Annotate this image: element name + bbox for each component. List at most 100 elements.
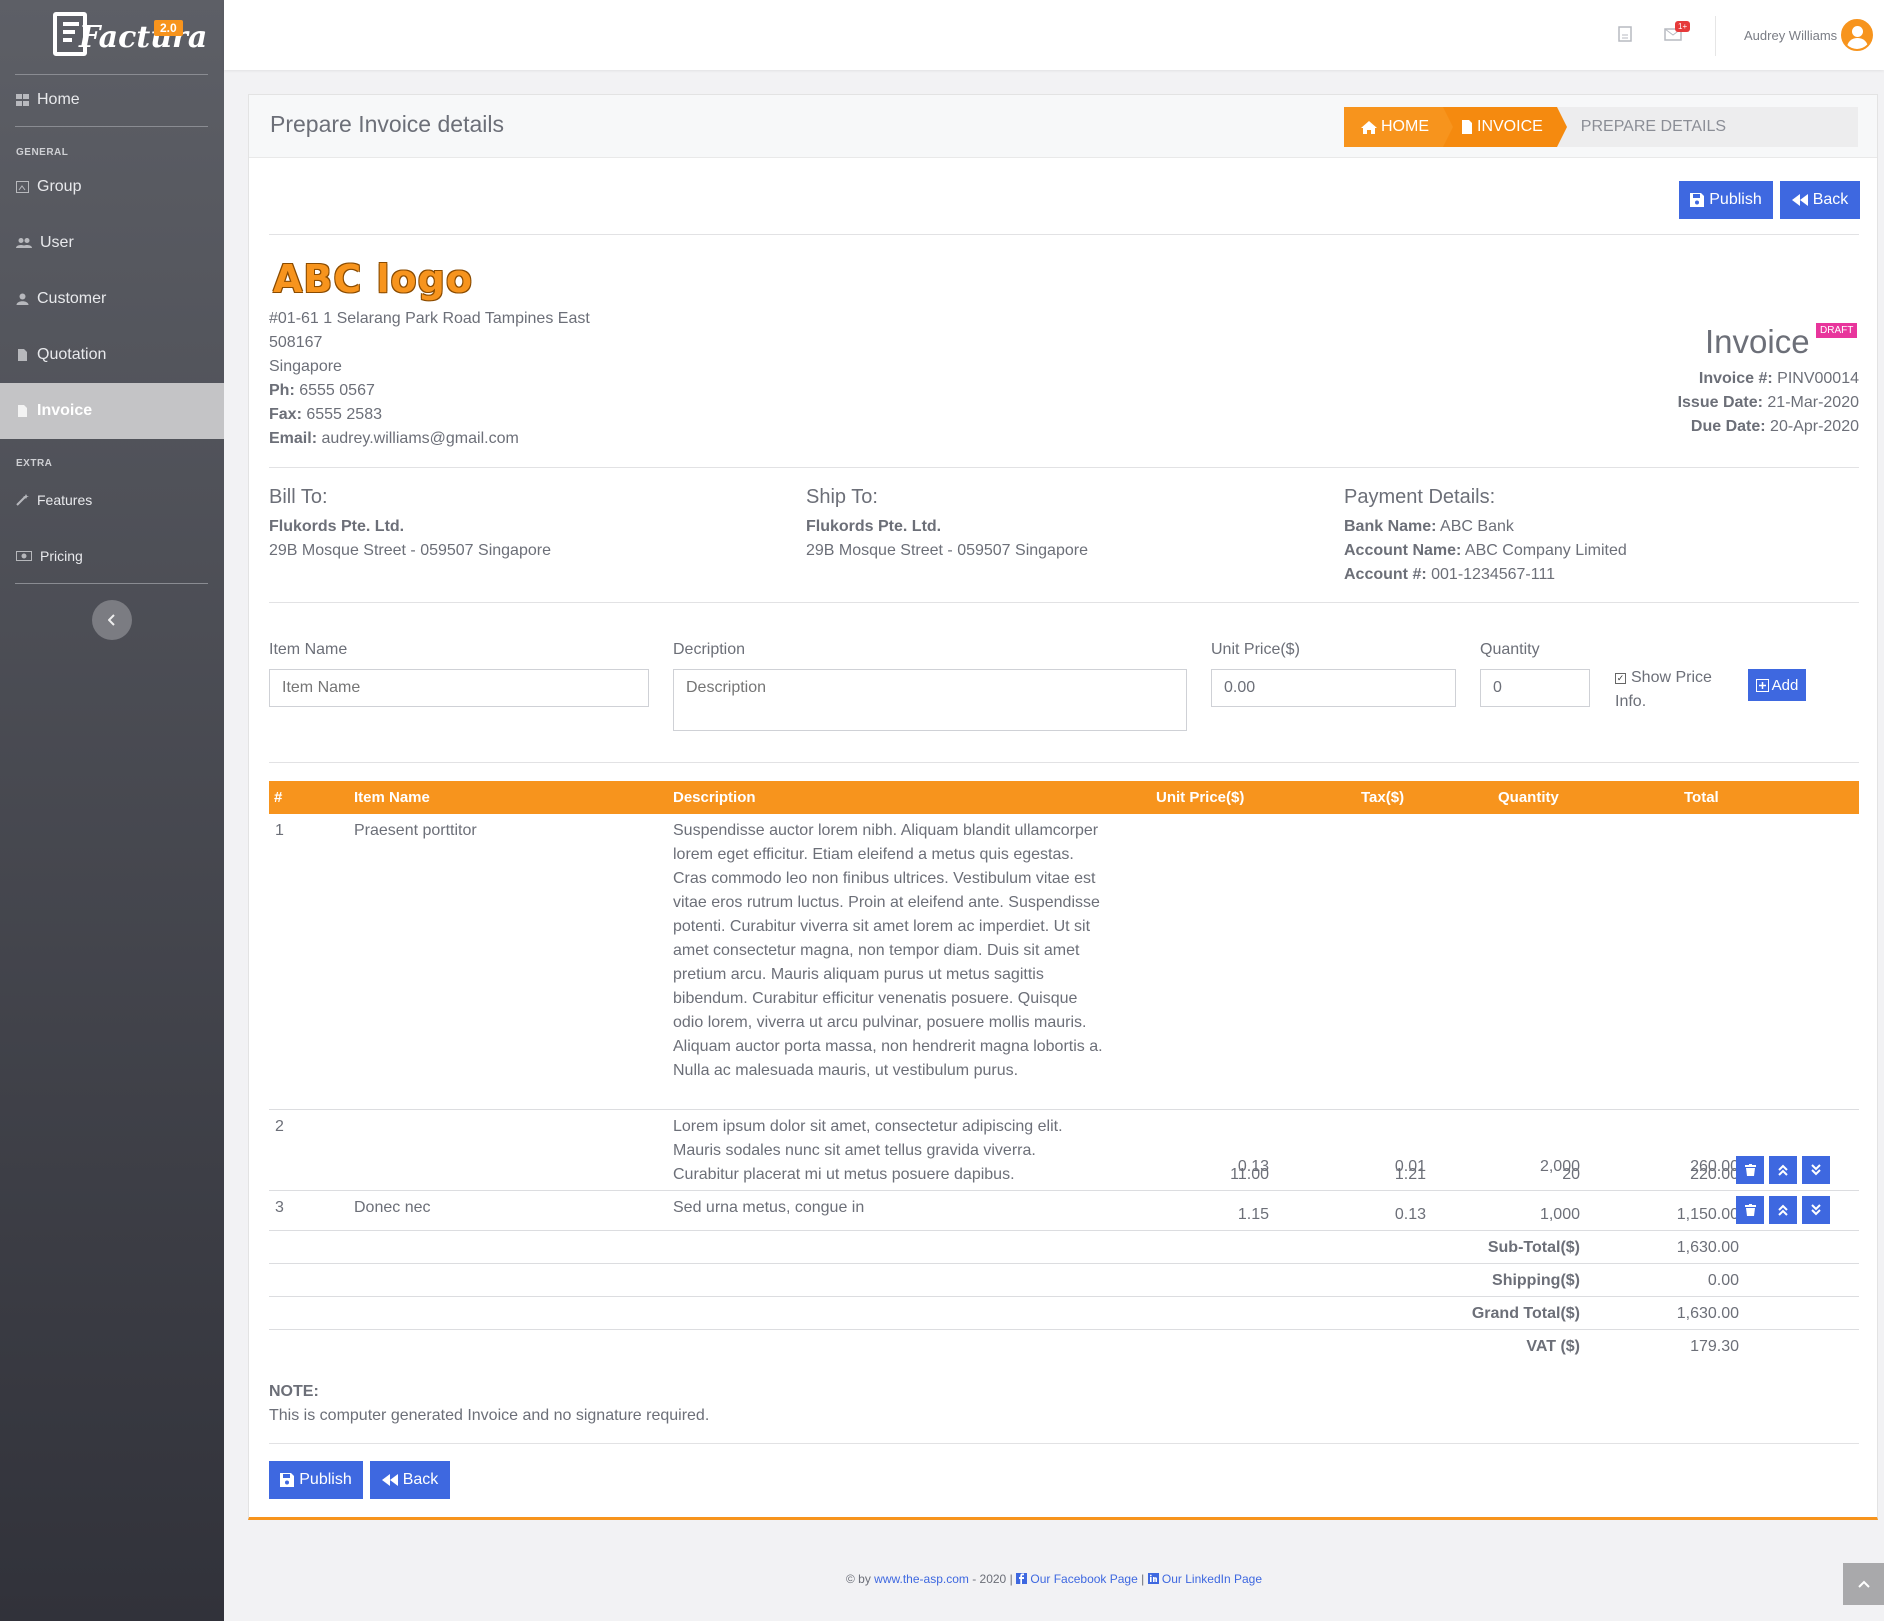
row-divider xyxy=(269,1329,1859,1330)
shipping-label: Shipping($) xyxy=(1492,1272,1580,1289)
publish-button-label: Publish xyxy=(1709,191,1762,208)
sidebar-item-invoice[interactable]: Invoice xyxy=(0,383,224,439)
invoice-number: Invoice #: PINV00014 xyxy=(1698,370,1859,387)
save-icon xyxy=(280,1473,295,1487)
notification-badge: 1+ xyxy=(1675,21,1691,32)
publish-button-label: Publish xyxy=(299,1471,352,1488)
invoice-title: Invoice xyxy=(1705,323,1810,360)
row-item-name: Praesent porttitor xyxy=(354,822,477,839)
company-logo: ABC logo xyxy=(273,257,473,301)
delete-row-button[interactable] xyxy=(1736,1196,1764,1224)
ship-to-address: 29B Mosque Street - 059507 Singapore xyxy=(806,542,1088,559)
description-input[interactable] xyxy=(673,669,1187,731)
unit-price-input[interactable] xyxy=(1211,669,1456,707)
app-logo[interactable]: Factura 2.0 xyxy=(53,12,207,60)
item-name-label: Item Name xyxy=(269,641,348,658)
trash-icon xyxy=(1744,1204,1756,1216)
sidebar-collapse-button[interactable] xyxy=(92,600,132,640)
ship-to-name: Flukords Pte. Ltd. xyxy=(806,518,942,535)
back-button-top[interactable]: Back xyxy=(1780,181,1860,219)
group-icon xyxy=(16,181,29,193)
row-total: 220.00 xyxy=(1690,1166,1739,1183)
move-up-button[interactable] xyxy=(1769,1156,1797,1184)
publish-button-bottom[interactable]: Publish xyxy=(269,1461,363,1499)
sidebar-item-group[interactable]: Group xyxy=(0,159,224,215)
invoice-card: Prepare Invoice details HOME INVOICE PRE… xyxy=(248,94,1878,1520)
payment-account-number: Account #: 001-1234567-111 xyxy=(1344,566,1556,583)
show-price-checkbox[interactable]: ✓ xyxy=(1615,673,1626,684)
row-tax: 0.01 xyxy=(1394,1158,1426,1175)
sidebar-item-label: Home xyxy=(37,91,80,108)
breadcrumb-home[interactable]: HOME xyxy=(1344,107,1453,147)
divider xyxy=(269,762,1859,763)
sidebar-divider xyxy=(15,583,208,584)
double-chevron-up-icon xyxy=(1778,1164,1788,1176)
col-description: Description xyxy=(673,789,756,806)
divider xyxy=(269,1443,1859,1444)
file-icon xyxy=(1462,120,1472,134)
breadcrumb-invoice[interactable]: INVOICE xyxy=(1443,107,1567,147)
app-version-badge: 2.0 xyxy=(154,20,183,36)
avatar[interactable] xyxy=(1841,19,1873,51)
footer-facebook-link[interactable]: Our Facebook Page xyxy=(1030,1572,1138,1586)
row-divider xyxy=(269,1190,1859,1191)
divider xyxy=(269,234,1859,235)
move-down-button[interactable] xyxy=(1802,1156,1830,1184)
row-description: Sed urna metus, congue in xyxy=(673,1199,865,1216)
breadcrumb-current: PREPARE DETAILS xyxy=(1557,107,1740,147)
sidebar-item-user[interactable]: User xyxy=(0,215,224,271)
row-tax: 0.13 xyxy=(1394,1206,1426,1223)
row-total: 260.00 xyxy=(1690,1158,1739,1175)
tasks-icon[interactable] xyxy=(1618,26,1632,42)
sidebar-divider xyxy=(15,126,208,127)
sidebar-item-features[interactable]: Features xyxy=(0,472,224,528)
user-name[interactable]: Audrey Williams xyxy=(1744,28,1838,43)
row-item-name: Donec nec xyxy=(354,1199,431,1216)
row-number: 3 xyxy=(275,1199,284,1216)
sidebar-divider xyxy=(15,74,208,75)
backward-icon xyxy=(1791,194,1808,206)
col-number: # xyxy=(274,789,283,806)
publish-button-top[interactable]: Publish xyxy=(1679,181,1773,219)
add-item-button[interactable]: Add xyxy=(1748,669,1806,701)
quantity-input[interactable] xyxy=(1480,669,1590,707)
backward-icon xyxy=(381,1474,398,1486)
sidebar-item-pricing[interactable]: Pricing xyxy=(0,528,224,584)
file-icon xyxy=(18,405,27,417)
invoice-logo-icon xyxy=(53,12,87,56)
company-email: Email: audrey.williams@gmail.com xyxy=(269,430,519,447)
top-bar xyxy=(224,0,1884,70)
back-button-bottom[interactable]: Back xyxy=(370,1461,450,1499)
sidebar-item-quotation[interactable]: Quotation xyxy=(0,327,224,383)
col-tax: Tax($) xyxy=(1361,789,1405,806)
ship-to-title: Ship To: xyxy=(806,486,878,508)
item-name-input[interactable] xyxy=(269,669,649,707)
chevron-left-icon xyxy=(108,614,115,626)
footer-copyright: © by xyxy=(845,1572,875,1586)
breadcrumb-home-label: HOME xyxy=(1381,118,1429,135)
document-icon xyxy=(18,349,27,361)
payment-bank: Bank Name: ABC Bank xyxy=(1344,518,1514,535)
footer-site-link[interactable]: www.the-asp.com xyxy=(874,1572,969,1586)
sidebar-item-label: User xyxy=(40,234,74,251)
sidebar-item-home[interactable]: Home xyxy=(0,72,224,128)
scroll-to-top-button[interactable] xyxy=(1843,1563,1884,1605)
sidebar-item-label: Group xyxy=(37,178,82,195)
invoice-issue-date: Issue Date: 21-Mar-2020 xyxy=(1677,394,1859,411)
app-logo-text: Factura xyxy=(79,20,208,55)
col-item-name: Item Name xyxy=(354,789,430,806)
row-quantity: 1,000 xyxy=(1539,1206,1580,1223)
invoice-due-date: Due Date: 20-Apr-2020 xyxy=(1690,418,1859,435)
topbar-divider xyxy=(1715,16,1716,56)
move-up-button[interactable] xyxy=(1769,1196,1797,1224)
breadcrumb: HOME INVOICE PREPARE DETAILS xyxy=(1344,107,1858,147)
delete-row-button[interactable] xyxy=(1736,1156,1764,1184)
company-country: Singapore xyxy=(269,358,342,375)
row-number: 2 xyxy=(275,1118,284,1135)
magic-wand-icon xyxy=(16,494,29,506)
company-fax: Fax: 6555 2583 xyxy=(269,406,382,423)
move-down-button[interactable] xyxy=(1802,1196,1830,1224)
row-quantity: 2,000 xyxy=(1539,1158,1580,1175)
footer-linkedin-link[interactable]: Our LinkedIn Page xyxy=(1161,1572,1262,1586)
sidebar-item-customer[interactable]: Customer xyxy=(0,271,224,327)
